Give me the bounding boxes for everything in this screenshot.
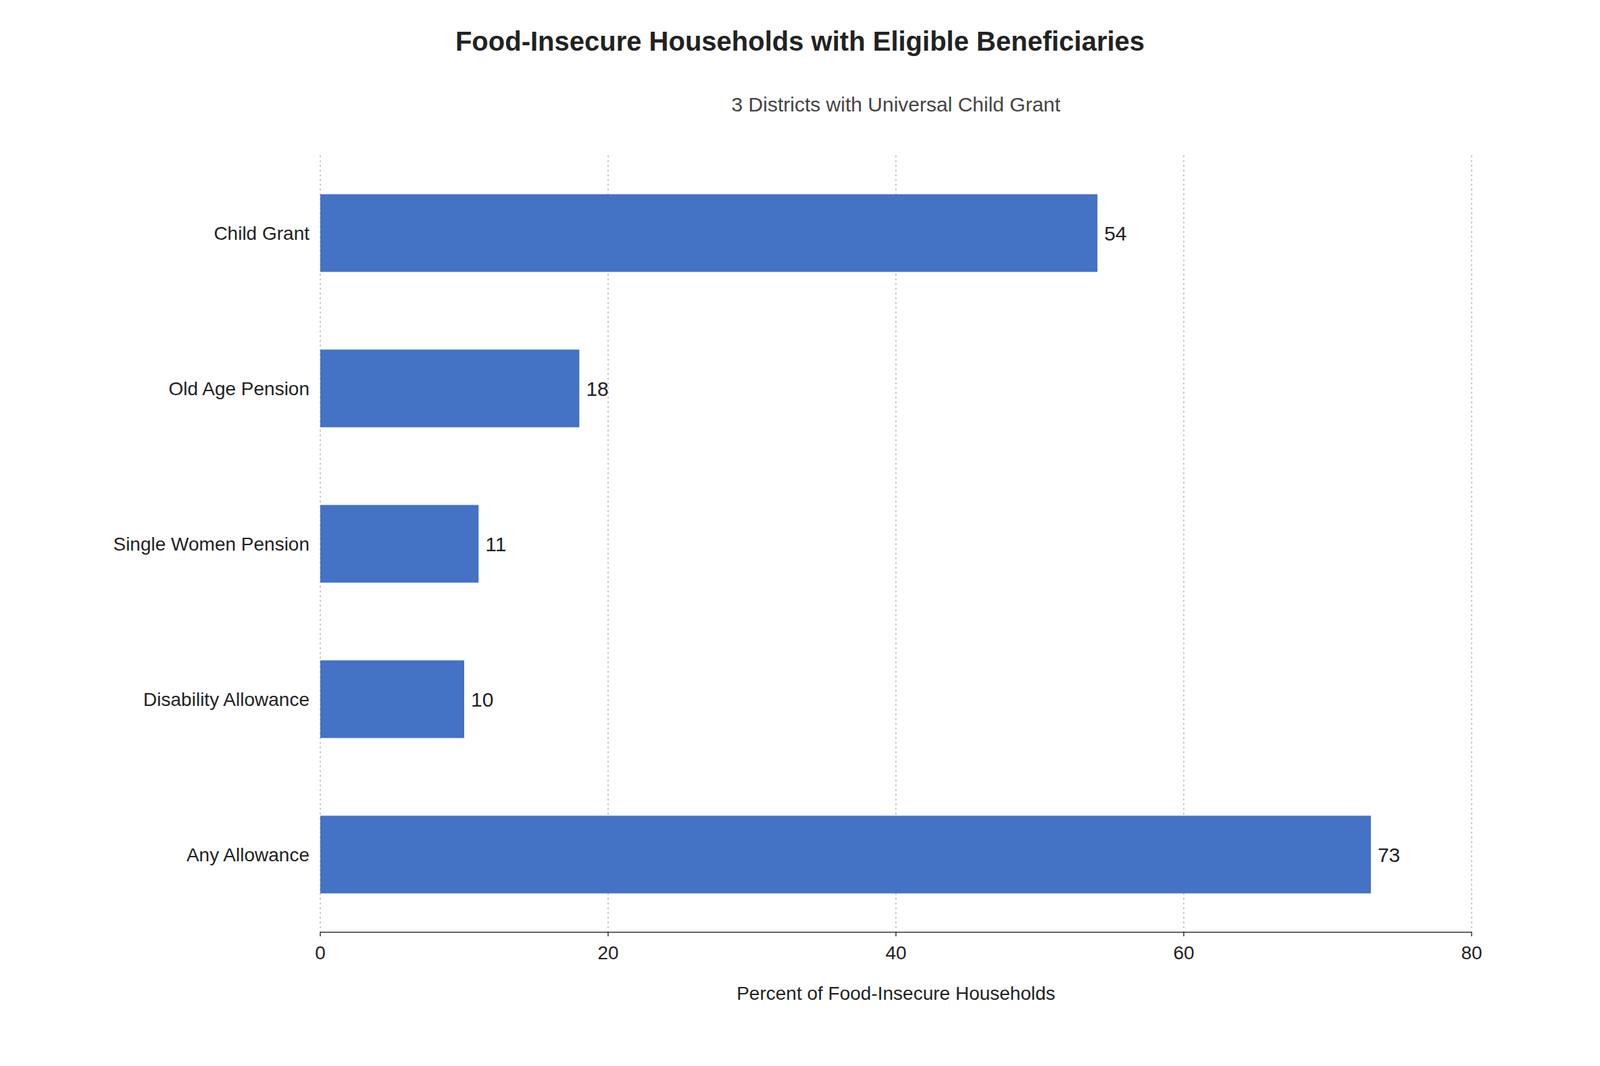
category-label: Single Women Pension (112, 533, 310, 555)
data-label: 18 (585, 377, 609, 400)
category-label: Old Age Pension (168, 378, 310, 400)
grid (320, 155, 1472, 933)
grid-line (1470, 155, 1472, 933)
x-tick (895, 932, 897, 937)
chart-container: Food-Insecure Households with Eligible B… (0, 0, 1600, 1066)
x-tick-label: 80 (1460, 942, 1482, 964)
subtitle: 3 Districts with Universal Child Grant (731, 93, 1061, 116)
category-label: Child Grant (213, 222, 310, 244)
background (0, 0, 1600, 1066)
bars (320, 194, 1371, 894)
y-axis: Child Grant Old Age Pension Single Women P… (112, 222, 310, 866)
bar (320, 194, 1098, 273)
data-label: 11 (485, 533, 507, 556)
bar (320, 505, 479, 584)
chart-svg: Food-Insecure Households with Eligible B… (0, 0, 1600, 1066)
category-label: Disability Allowance (143, 689, 310, 711)
data-label: 10 (470, 688, 494, 711)
x-tick-label: 20 (597, 942, 619, 964)
data-labels: 54 18 11 10 73 (470, 222, 1400, 867)
x-tick (607, 932, 609, 937)
x-axis: 0 20 40 60 80 Percent of Food-Insecure Househ… (314, 932, 1482, 1005)
bar (320, 816, 1371, 894)
category-label: Any Allowance (186, 844, 310, 866)
title: Food-Insecure Households with Eligible B… (455, 26, 1145, 57)
x-tick-label: 60 (1172, 942, 1194, 964)
bar (320, 350, 580, 428)
x-tick-label: 0 (314, 942, 326, 964)
x-tick (319, 932, 321, 937)
x-tick (1183, 932, 1185, 937)
bar (320, 660, 465, 739)
x-tick-label: 40 (885, 942, 907, 964)
x-axis-label: Percent of Food-Insecure Households (736, 983, 1056, 1005)
data-label: 73 (1377, 843, 1400, 867)
data-label: 54 (1104, 222, 1127, 245)
x-tick (1470, 932, 1473, 937)
